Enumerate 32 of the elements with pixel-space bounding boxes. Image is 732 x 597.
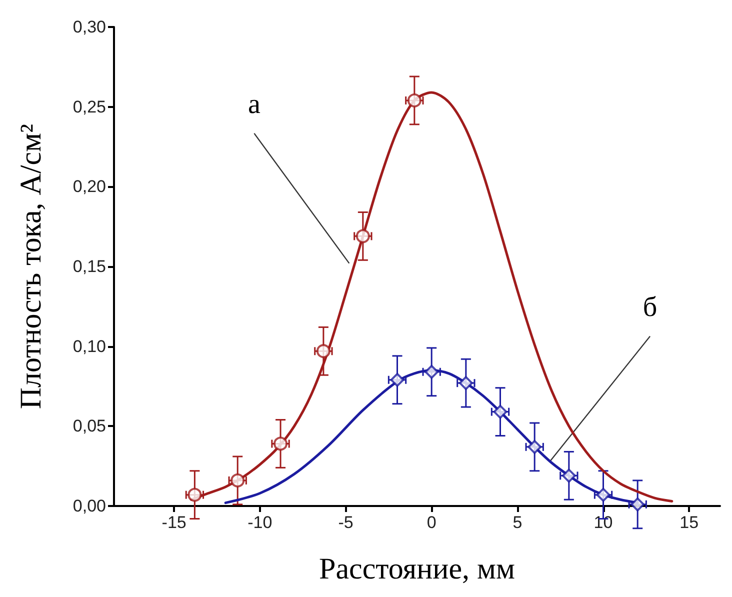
y-tick-label: 0,05	[72, 416, 106, 436]
point	[230, 473, 245, 488]
point	[528, 440, 542, 454]
y-tick-label: 0,20	[72, 177, 106, 196]
point	[188, 488, 202, 502]
point	[390, 372, 404, 387]
point	[596, 488, 610, 502]
point	[356, 229, 370, 244]
y-tick-label: 0,25	[72, 97, 106, 116]
x-tick-label: -10	[248, 513, 272, 532]
x-axis-title: Расстояние, мм	[319, 552, 515, 586]
y-axis-title: Плотность тока, А/см²	[14, 124, 48, 410]
y-tick-label: 0,10	[72, 336, 106, 356]
point	[316, 344, 330, 358]
x-tick-label: 15	[680, 513, 699, 532]
x-tick-label: -15	[162, 513, 186, 532]
x-tick-label: 5	[512, 513, 522, 532]
y-tick-label: 0,30	[72, 18, 106, 36]
point	[562, 468, 576, 483]
y-tick-label: 0,00	[72, 496, 106, 516]
point	[458, 376, 473, 390]
point	[630, 497, 645, 512]
x-tick-label: -5	[338, 513, 354, 532]
annotation: б	[642, 292, 658, 323]
x-tick-label: 10	[594, 513, 613, 532]
point	[424, 364, 439, 379]
point	[407, 93, 422, 108]
y-tick-label: 0,15	[72, 257, 106, 276]
x-tick-label: 0	[426, 513, 436, 532]
annotation: а	[248, 88, 261, 120]
point	[493, 404, 508, 419]
point	[274, 436, 288, 451]
